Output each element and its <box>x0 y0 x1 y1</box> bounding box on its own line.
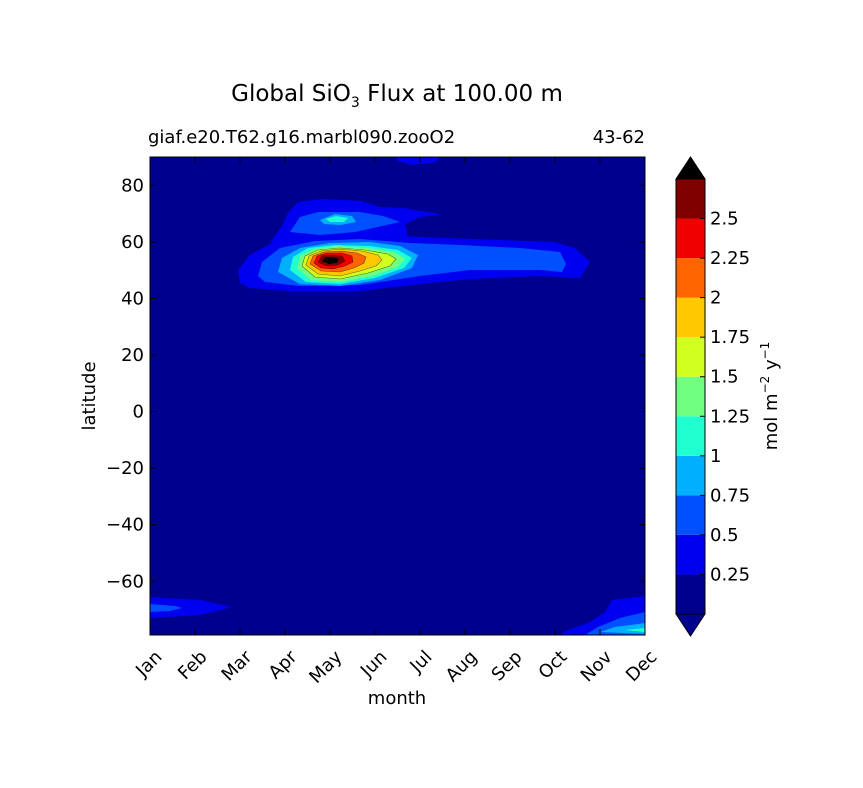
colorbar-tick-label: 2.25 <box>710 248 750 269</box>
y-tick-label: 20 <box>121 345 144 366</box>
x-tick-label: May <box>305 646 346 687</box>
colorbar-segment <box>676 297 705 338</box>
colorbar-tick-label: 0.25 <box>710 564 750 585</box>
y-tick-label: 40 <box>121 288 144 309</box>
colorbar-segment <box>676 416 705 456</box>
colorbar-extend-low <box>675 613 706 637</box>
x-axis-label: month <box>368 688 426 709</box>
colorbar-tick-label: 1.5 <box>710 367 739 388</box>
x-tick-label: Nov <box>577 646 617 686</box>
x-tick-label: Sep <box>488 647 527 686</box>
x-tick-label: Jun <box>356 647 391 682</box>
colorbar-segment <box>676 455 705 496</box>
contour-antarctic-jan-level2 <box>150 604 182 612</box>
y-tick-label: 80 <box>121 175 144 196</box>
colorbar-tick-label: 1.25 <box>710 406 750 427</box>
contour-upper-band-level4 <box>326 216 348 222</box>
y-axis-label: latitude <box>79 361 100 430</box>
colorbar-ticks: 0.25 0.5 0.75 1 1.25 1.5 1.75 2 2.25 2.5 <box>700 209 750 585</box>
colorbar-label: mol m−2 y−1 <box>758 342 782 451</box>
x-tick-label: Oct <box>535 647 572 684</box>
colorbar-tick-label: 2.5 <box>710 209 739 230</box>
colorbar-segment <box>676 495 705 535</box>
colorbar-extend-high <box>675 156 706 180</box>
x-tick-label: Apr <box>265 646 302 683</box>
colorbar-tick-label: 1 <box>710 446 721 467</box>
chart-subtitle-left: giaf.e20.T62.g16.marbl090.zooO2 <box>148 127 455 148</box>
colorbar-segment <box>676 574 705 614</box>
colorbar-segment <box>676 534 705 575</box>
colorbar-segment <box>676 337 705 377</box>
x-tick-label: Feb <box>174 647 211 684</box>
y-tick-label: 60 <box>121 232 144 253</box>
y-tick-label: −60 <box>106 571 144 592</box>
colorbar-segment <box>676 179 705 219</box>
colorbar <box>675 156 706 637</box>
x-tick-label: Aug <box>442 647 482 687</box>
colorbar-segment <box>676 218 705 259</box>
y-tick-label: −40 <box>106 515 144 536</box>
colorbar-tick-label: 2 <box>710 288 721 309</box>
colorbar-tick-label: 0.75 <box>710 485 750 506</box>
x-tick-label: Mar <box>218 646 257 685</box>
plot-area <box>150 157 645 635</box>
plot-frame <box>149 156 646 636</box>
contour-main-band-peak <box>322 257 339 264</box>
colorbar-frame <box>675 178 706 615</box>
chart-subtitle-right: 43-62 <box>593 127 645 148</box>
x-tick-label: Jul <box>406 647 437 678</box>
colorbar-tick-label: 0.5 <box>710 525 739 546</box>
contour-arctic-jul <box>396 157 440 165</box>
y-tick-label: 0 <box>133 402 144 423</box>
colorbar-segment <box>676 258 705 298</box>
chart-title: Global SiO3 Flux at 100.00 m <box>231 81 563 111</box>
contour-lines <box>301 247 397 280</box>
x-tick-label: Jan <box>131 647 166 682</box>
y-axis: 80 60 40 20 0 −20 −40 −60 <box>106 175 645 592</box>
contour-antarctic-dec-level4 <box>625 628 645 632</box>
x-tick-label: Dec <box>622 647 661 686</box>
colorbar-tick-label: 1.75 <box>710 327 750 348</box>
contour-antarctic-jan-level1 <box>150 597 232 618</box>
colorbar-segment <box>676 376 705 417</box>
y-tick-label: −20 <box>106 458 144 479</box>
contour-antarctic-dec-level3 <box>600 623 645 634</box>
